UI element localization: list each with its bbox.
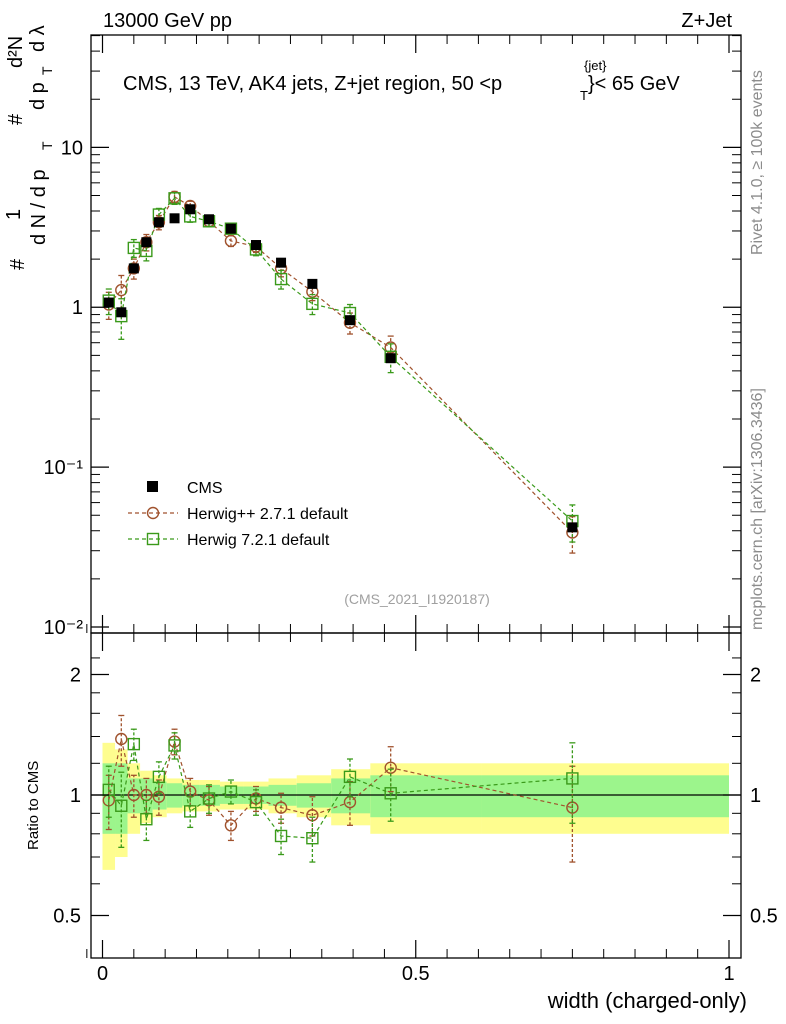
legend: CMS Herwig++ 2.7.1 default Herwig 7.2.1 … — [128, 480, 349, 549]
x-tick-label: 0 — [97, 963, 108, 985]
herwig7-ratio-line — [108, 743, 573, 839]
herwig7-ratio-point — [566, 772, 579, 785]
ratio-y-tick-label-right: 0.5 — [750, 906, 778, 928]
herwig7-ratio-point — [249, 795, 263, 809]
main-y-tick-label: 1 — [72, 297, 83, 319]
cms-data-point — [169, 213, 180, 224]
ylabel-part-0: # — [7, 258, 29, 270]
cms-data-point — [344, 315, 355, 326]
herwigpp-main-point — [152, 216, 166, 229]
mcplots-label: mcplots.cern.ch [arXiv:1306.3436] — [749, 388, 766, 630]
cms-data-point — [225, 223, 236, 234]
rivet-label: Rivet 4.1.0, ≥ 100k events — [749, 70, 766, 255]
legend-data-marker — [147, 481, 158, 492]
main-y-tick-label: 10⁻¹ — [44, 457, 84, 479]
plot-title-end: }< 65 GeV — [588, 73, 680, 95]
cms-data-point — [185, 204, 196, 215]
herwig7-ratio-point — [224, 785, 238, 798]
main-y-tick-label: 10⁻² — [44, 617, 84, 639]
herwig7-main-point — [168, 192, 181, 205]
ylabel-part-2: d N / d p — [28, 169, 50, 245]
ratio-y-tick-label-right: 2 — [750, 665, 761, 687]
herwig7-ratio-point — [127, 737, 141, 751]
herwig7-ratio-point — [343, 770, 357, 784]
analysis-id: (CMS_2021_I1920187) — [344, 591, 490, 607]
herwigpp-main-point — [384, 341, 397, 354]
ylabel-part-6: T — [39, 66, 55, 75]
cms-data-point — [567, 522, 578, 533]
main-y-tick-label: 10 — [61, 137, 83, 159]
herwigpp-ratio-point — [343, 795, 357, 809]
herwigpp-ratio-point — [384, 761, 397, 774]
ylabel-part-3: T — [39, 141, 55, 150]
cms-data-point — [307, 278, 318, 289]
herwigpp-ratio-point — [127, 788, 141, 802]
herwigpp-ratio-point — [224, 819, 238, 832]
legend-herwigpp-label: Herwig++ 2.7.1 default — [187, 506, 349, 523]
ylabel-part-8: d λ — [27, 25, 49, 52]
herwig7-ratio-point — [184, 805, 197, 818]
herwig7-ratio-point — [152, 770, 166, 784]
herwig7-ratio-point — [274, 829, 288, 843]
herwig7-ratio-point — [306, 831, 319, 845]
ratio-y-tick-label: 1 — [70, 785, 81, 807]
ratio-band-inner — [370, 775, 482, 818]
herwig7-ratio-point — [115, 799, 128, 812]
herwig7-ratio-point — [168, 739, 181, 752]
legend-herwigpp-marker — [146, 506, 160, 520]
cms-data-point — [385, 353, 396, 364]
herwig7-main-line — [108, 197, 573, 522]
herwigpp-ratio-line — [108, 738, 573, 827]
herwig7-main-point — [224, 222, 238, 235]
ylabel-part-5: d p — [27, 82, 49, 110]
legend-herwig7-label: Herwig 7.2.1 default — [187, 532, 330, 549]
herwigpp-main-point — [224, 234, 238, 248]
cms-data-point — [276, 257, 287, 268]
plot-title-main: CMS, 13 TeV, AK4 jets, Z+jet region, 50 … — [123, 73, 502, 95]
ratio-band-inner — [481, 775, 729, 818]
herwigpp-main-point — [127, 262, 141, 275]
axes: 10⁻² 10⁻¹ 1 10 0.5 0.5 1 1 2 2 0 0.5 1 — [44, 34, 778, 985]
legend-herwig7-marker — [146, 532, 160, 546]
herwigpp-main-line — [108, 196, 573, 533]
herwigpp-ratio-point — [274, 801, 288, 814]
herwigpp-main-point — [140, 236, 153, 249]
ratio-y-tick-label-right: 1 — [750, 785, 761, 807]
plot-title-sup: {jet} — [584, 58, 607, 73]
header-left-title: 13000 GeV pp — [103, 10, 232, 32]
ylabel-part-4: # — [5, 113, 27, 125]
cms-data-point — [128, 263, 139, 274]
main-plot-marks — [102, 190, 579, 554]
cms-data-point — [116, 307, 127, 318]
legend-data-label: CMS — [187, 480, 223, 497]
plot-title-sub: T — [580, 88, 588, 103]
ratio-y-tick-label: 2 — [70, 665, 81, 687]
herwig7-main-point — [127, 241, 141, 255]
x-tick-label: 0.5 — [402, 963, 430, 985]
herwigpp-main-point — [115, 283, 128, 297]
cms-data-point — [153, 217, 164, 228]
cms-data-point — [204, 214, 215, 225]
cms-data-point — [141, 237, 152, 248]
herwig7-ratio-point — [384, 787, 397, 800]
ratio-y-axis-label: Ratio to CMS — [25, 761, 42, 850]
plot-title: CMS, 13 TeV, AK4 jets, Z+jet region, 50 … — [123, 58, 680, 103]
herwig7-ratio-point — [202, 792, 216, 805]
main-y-axis-label: # 1 d N / d p T # d p T d²N d λ — [3, 25, 55, 270]
ratio-band-inner — [115, 763, 128, 834]
herwig7-ratio-point — [140, 813, 153, 826]
header-right-title: Z+Jet — [681, 10, 732, 32]
herwigpp-ratio-point — [115, 732, 128, 746]
ylabel-part-7: d²N — [5, 36, 27, 68]
ylabel-part-1: 1 — [3, 209, 25, 220]
cms-data-point — [250, 240, 261, 251]
ratio-y-tick-label: 0.5 — [53, 906, 81, 928]
x-axis-label: width (charged-only) — [547, 988, 747, 1013]
cms-data-point — [103, 297, 114, 308]
ratio-plot-marks — [102, 714, 579, 863]
x-tick-label: 1 — [723, 963, 734, 985]
herwig7-main-point — [274, 272, 288, 286]
herwig7-main-point — [306, 297, 319, 311]
